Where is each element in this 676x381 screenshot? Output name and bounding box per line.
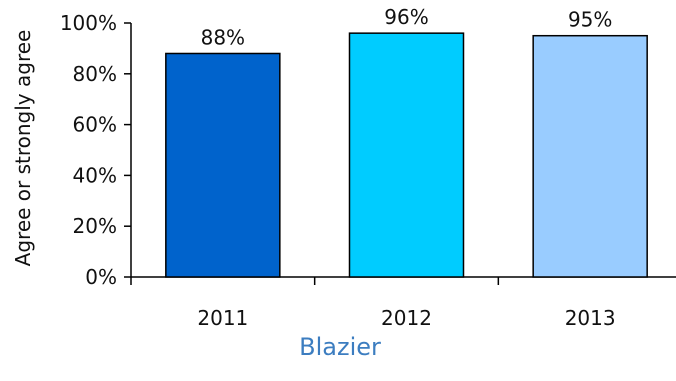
y-axis: 0% 20% 40% 60% 80% 100% bbox=[60, 11, 132, 289]
data-label-2011: 88% bbox=[201, 25, 245, 49]
y-tick-label: 100% bbox=[60, 11, 117, 35]
bar-2012 bbox=[348, 32, 465, 278]
x-tick-label: 2013 bbox=[565, 306, 616, 330]
x-tick-label: 2012 bbox=[381, 306, 432, 330]
bar-2011 bbox=[165, 52, 281, 278]
y-tick-label: 0% bbox=[85, 265, 117, 289]
x-axis: 2011 2012 2013 bbox=[130, 276, 676, 330]
data-labels: 88% 96% 95% bbox=[201, 5, 613, 49]
bars bbox=[165, 32, 648, 278]
bar-2013 bbox=[532, 34, 648, 278]
data-label-2012: 96% bbox=[384, 5, 428, 29]
y-tick-label: 20% bbox=[73, 214, 117, 238]
data-label-2013: 95% bbox=[568, 8, 612, 32]
y-tick-label: 80% bbox=[73, 62, 117, 86]
y-axis-title: Agree or strongly agree bbox=[11, 30, 35, 267]
y-tick-label: 60% bbox=[73, 113, 117, 137]
y-tick-label: 40% bbox=[73, 163, 117, 187]
chart-caption: Blazier bbox=[299, 333, 381, 361]
x-tick-label: 2011 bbox=[197, 306, 248, 330]
